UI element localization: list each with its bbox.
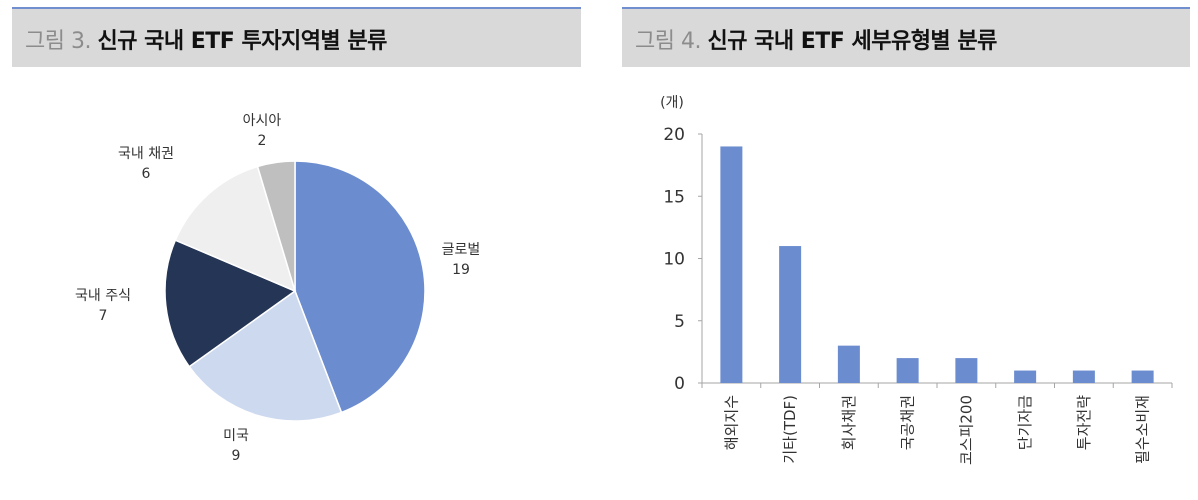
figure-4-title: 그림 4. 신규 국내 ETF 세부유형별 분류 — [635, 23, 997, 55]
bar — [1014, 370, 1037, 383]
pie-data-labels: 글로벌 19 미국 9 국내 주식 7 국내 채권 6 아시아 2 — [75, 113, 480, 464]
pie-slice — [174, 165, 297, 293]
figure-3-number: 그림 3. — [25, 29, 91, 54]
pie-slice — [164, 239, 297, 368]
pie-chart — [164, 160, 426, 422]
pie-slice — [256, 160, 296, 292]
bar — [779, 246, 802, 383]
y-tick-label: 10 — [663, 250, 685, 270]
y-tick-label: 5 — [674, 312, 685, 332]
x-category-label: 국공채권 — [899, 395, 917, 450]
pie-label-category: 미국 — [223, 428, 249, 444]
pie-label-value: 19 — [452, 262, 470, 278]
pie-slice — [188, 289, 343, 422]
pie-label-category: 국내 주식 — [75, 288, 131, 304]
figure-4-panel: 그림 4. 신규 국내 ETF 세부유형별 분류 — [622, 0, 1190, 500]
x-category-label: 단기자금 — [1016, 395, 1034, 450]
pie-label-category: 아시아 — [243, 113, 282, 129]
pie-label-value: 2 — [258, 133, 267, 149]
pie-label-value: 9 — [232, 448, 241, 464]
figure-3-title-text: 신규 국내 ETF 투자지역별 분류 — [97, 29, 387, 54]
pie-slice — [294, 160, 426, 414]
y-tick-label: 15 — [663, 187, 685, 207]
bar — [720, 146, 743, 383]
y-axis-unit-label: (개) — [660, 95, 684, 111]
x-category-label: 코스피200 — [957, 395, 975, 465]
bar — [1131, 370, 1154, 383]
figure-4-header: 그림 4. 신규 국내 ETF 세부유형별 분류 — [622, 7, 1190, 67]
y-tick-label: 20 — [663, 125, 685, 145]
figure-4-title-text: 신규 국내 ETF 세부유형별 분류 — [707, 29, 997, 54]
pie-label-category: 글로벌 — [442, 242, 481, 258]
bar — [955, 358, 978, 383]
pie-label-value: 7 — [99, 308, 108, 324]
figure-3-title: 그림 3. 신규 국내 ETF 투자지역별 분류 — [25, 23, 387, 55]
y-tick-label: 0 — [674, 374, 685, 394]
bar — [896, 358, 919, 383]
pie-label-value: 6 — [142, 166, 151, 182]
bar-chart: (개) 0 5 10 15 20 해외지수 기타(TDF) 회사채권 국공채권 코스피200 단기자금… — [660, 95, 1173, 465]
x-category-label: 회사채권 — [840, 395, 858, 450]
x-category-label: 기타(TDF) — [781, 395, 799, 464]
figure-4-number: 그림 4. — [635, 29, 701, 54]
figure-3-panel: 그림 3. 신규 국내 ETF 투자지역별 분류 — [12, 0, 581, 500]
x-category-label: 투자전략 — [1075, 395, 1093, 450]
bar — [837, 345, 860, 383]
bar — [1072, 370, 1095, 383]
x-category-label: 필수소비재 — [1134, 395, 1152, 464]
figure-3-header: 그림 3. 신규 국내 ETF 투자지역별 분류 — [12, 7, 581, 67]
pie-label-category: 국내 채권 — [118, 146, 174, 162]
x-category-label: 해외지수 — [722, 395, 740, 450]
